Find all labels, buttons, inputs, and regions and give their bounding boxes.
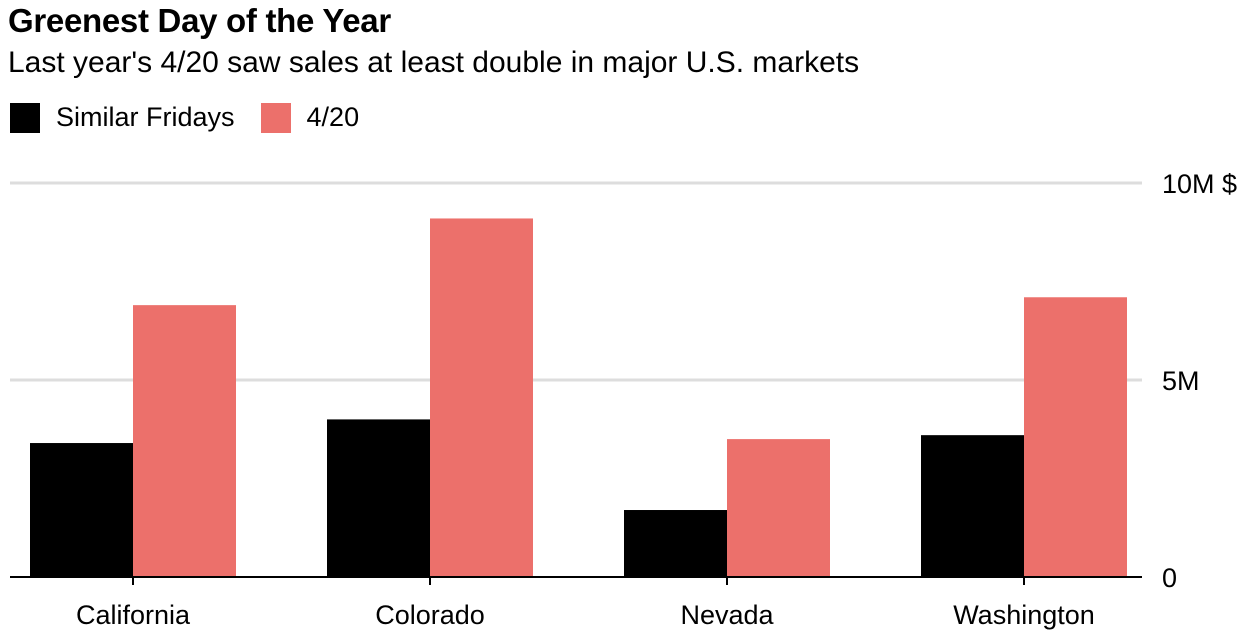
legend-item-four-twenty: 4/20 (260, 102, 360, 133)
bar-similar-fridays (921, 435, 1024, 577)
bar-similar-fridays (30, 443, 133, 577)
x-category-label: Washington (953, 600, 1095, 630)
bar-similar-fridays (624, 510, 727, 577)
legend-swatch-similar-fridays (10, 102, 40, 133)
legend: Similar Fridays 4/20 (10, 102, 385, 133)
bar-four-twenty (727, 439, 830, 577)
bar-four-twenty (1024, 297, 1127, 577)
legend-label-similar-fridays: Similar Fridays (56, 102, 235, 132)
legend-label-four-twenty: 4/20 (306, 102, 360, 132)
chart-title: Greenest Day of the Year (8, 2, 391, 39)
bar-four-twenty (133, 305, 236, 577)
x-category-label: Nevada (680, 600, 774, 630)
chart-subtitle: Last year's 4/20 saw sales at least doub… (8, 46, 860, 79)
bar-four-twenty (430, 218, 533, 577)
legend-swatch-four-twenty (260, 102, 291, 133)
x-category-label: California (76, 600, 191, 630)
y-tick-label: 10M $ (1162, 169, 1237, 199)
bar-similar-fridays (327, 419, 430, 577)
legend-item-similar-fridays: Similar Fridays (10, 102, 235, 133)
y-tick-label: 5M (1162, 366, 1200, 396)
y-tick-label: 0 (1162, 563, 1177, 593)
x-category-label: Colorado (375, 600, 485, 630)
